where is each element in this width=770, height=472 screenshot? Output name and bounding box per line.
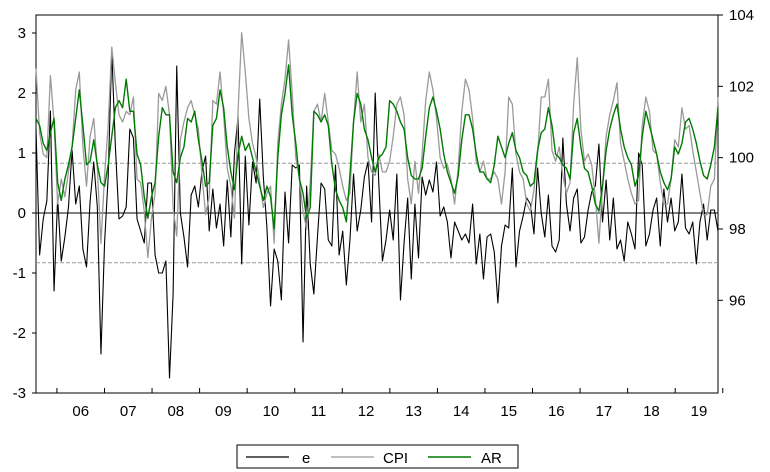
series-line-ar (35, 64, 719, 230)
legend-label-e: e (302, 450, 310, 467)
x-tick-label: 16 (548, 403, 565, 420)
series-lines (35, 32, 719, 379)
right-tick-label: 100 (729, 150, 754, 167)
legend-box (236, 444, 519, 469)
x-tick-label: 08 (167, 403, 184, 420)
left-tick-label: 3 (18, 25, 26, 42)
x-tick-label: 14 (453, 403, 470, 420)
x-tick-label: 17 (596, 403, 613, 420)
x-tick-label: 12 (358, 403, 375, 420)
right-tick-label: 102 (729, 78, 754, 95)
x-tick-label: 07 (120, 403, 137, 420)
plot-frame (35, 14, 719, 394)
left-tick-label: 1 (18, 145, 26, 162)
x-tick-label: 15 (500, 403, 517, 420)
left-tick-label: -3 (13, 385, 26, 402)
right-tick-label: 96 (729, 292, 746, 309)
x-tick-label: 06 (72, 403, 89, 420)
left-tick-label: -2 (13, 325, 26, 342)
series-line-e (35, 50, 719, 379)
x-tick-label: 09 (215, 403, 232, 420)
legend-label-ar: AR (481, 450, 502, 467)
left-tick-label: -1 (13, 265, 26, 282)
x-tick-label: 19 (691, 403, 708, 420)
left-tick-label: 0 (18, 205, 26, 222)
x-tick-label: 10 (263, 403, 280, 420)
legend-label-cpi: CPI (383, 450, 408, 467)
reference-lines (36, 162, 718, 264)
x-tick-label: 18 (643, 403, 660, 420)
left-tick-label: 2 (18, 85, 26, 102)
right-tick-label: 98 (729, 221, 746, 238)
right-tick-label: 104 (729, 7, 754, 24)
x-tick-label: 13 (405, 403, 422, 420)
x-tick-label: 11 (311, 403, 327, 420)
legend: e CPI AR (236, 444, 519, 469)
